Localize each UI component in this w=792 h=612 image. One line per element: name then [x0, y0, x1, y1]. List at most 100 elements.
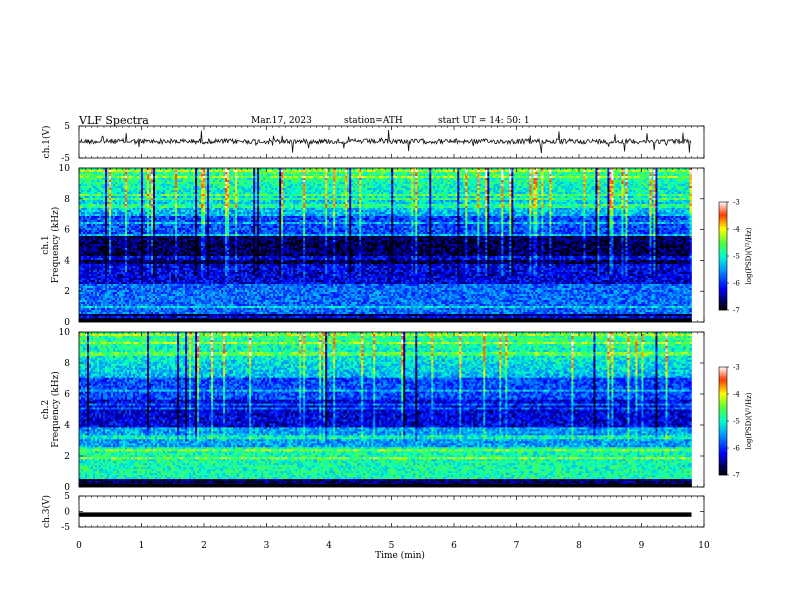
spectrogram-cell	[105, 236, 107, 238]
spectrogram-cell	[107, 196, 109, 198]
spectrogram-cell	[101, 186, 103, 188]
spectrogram-cell	[87, 296, 89, 298]
spectrogram-cell	[109, 172, 111, 174]
spectrogram-cell	[101, 182, 103, 184]
spectrogram-cell	[95, 268, 97, 270]
spectrogram-cell	[89, 188, 91, 190]
spectrogram-cell	[115, 270, 117, 272]
spectrogram-cell	[89, 276, 91, 278]
spectrogram-cell	[119, 198, 121, 200]
spectrogram-cell	[81, 224, 83, 226]
spectrogram-cell	[105, 212, 107, 214]
spectrogram-cell	[99, 212, 101, 214]
spectrogram-cell	[105, 238, 107, 240]
spectrogram-cell	[85, 200, 87, 202]
spectrogram-cell	[113, 172, 115, 174]
spectrogram-cell	[89, 190, 91, 192]
spectrogram-cell	[85, 224, 87, 226]
spectrogram-cell	[117, 298, 119, 300]
spectrogram-cell	[85, 196, 87, 198]
spectrogram-cell	[119, 202, 121, 204]
spectrogram-cell	[87, 176, 89, 178]
spectrogram-cell	[91, 260, 93, 262]
spectrogram-cell	[111, 188, 113, 190]
spectrogram-cell	[119, 206, 121, 208]
y-tick-label: -5	[61, 154, 70, 164]
spectrogram-cell	[111, 236, 113, 238]
spectrogram-cell	[89, 228, 91, 230]
spectrogram-cell	[81, 250, 83, 252]
spectrogram-cell	[115, 316, 117, 318]
spectrogram-cell	[83, 298, 85, 300]
spectrogram-cell	[119, 200, 121, 202]
spectrogram-cell	[103, 212, 105, 214]
spectrogram-cell	[113, 252, 115, 254]
spectrogram-cell	[113, 170, 115, 172]
spectrogram-cell	[91, 250, 93, 252]
spectrogram-cell	[99, 284, 101, 286]
spectrogram-cell	[115, 312, 117, 314]
spectrogram-cell	[115, 246, 117, 248]
spectrogram-cell	[115, 264, 117, 266]
spectrogram-cell	[117, 274, 119, 276]
spectrogram-cell	[81, 178, 83, 180]
spectrogram-cell	[117, 220, 119, 222]
ch1-spectrogram-panel: 0246810ch.1 Frequency (kHz)	[41, 164, 704, 328]
spectrogram-cell	[119, 240, 121, 242]
spectrogram-cell	[91, 204, 93, 206]
spectrogram-cell	[115, 236, 117, 238]
spectrogram-cell	[119, 268, 121, 270]
spectrogram-cell	[81, 240, 83, 242]
spectrogram-cell	[117, 296, 119, 298]
spectrogram-cell	[115, 248, 117, 250]
spectrogram-cell	[93, 234, 95, 236]
spectrogram-cell	[111, 190, 113, 192]
spectrogram-cell	[119, 188, 121, 190]
spectrogram-cell	[95, 298, 97, 300]
spectrogram-cell	[83, 314, 85, 316]
spectrogram-cell	[105, 252, 107, 254]
spectrogram-cell	[89, 274, 91, 276]
spectrogram-cell	[81, 262, 83, 264]
spectrogram-cell	[85, 268, 87, 270]
spectrogram-cell	[85, 218, 87, 220]
spectrogram-cell	[101, 250, 103, 252]
spectrogram-cell	[103, 314, 105, 316]
spectrogram-cell	[89, 246, 91, 248]
spectrogram-cell	[99, 204, 101, 206]
spectrogram-cell	[99, 256, 101, 258]
spectrogram-cell	[119, 294, 121, 296]
spectrogram-cell	[117, 186, 119, 188]
spectrogram-cell	[117, 196, 119, 198]
spectrogram-cell	[85, 302, 87, 304]
spectrogram-cell	[95, 248, 97, 250]
spectrogram-cell	[89, 308, 91, 310]
spectrogram-cell	[107, 238, 109, 240]
spectrogram-cell	[117, 234, 119, 236]
spectrogram-cell	[87, 186, 89, 188]
spectrogram-cell	[89, 312, 91, 314]
spectrogram-cell	[95, 204, 97, 206]
spectrogram-cell	[83, 264, 85, 266]
spectrogram-cell	[91, 170, 93, 172]
spectrogram-cell	[81, 312, 83, 314]
spectrogram-cell	[105, 228, 107, 230]
spectrogram-cell	[83, 188, 85, 190]
spectrogram-cell	[93, 266, 95, 268]
spectrogram-cell	[117, 258, 119, 260]
spectrogram-cell	[107, 250, 109, 252]
spectrogram-cell	[111, 184, 113, 186]
spectrogram-cell	[105, 210, 107, 212]
spectrogram-cell	[101, 254, 103, 256]
spectrogram-cell	[89, 272, 91, 274]
spectrogram-cell	[105, 174, 107, 176]
spectrogram-cell	[119, 228, 121, 230]
spectrogram-cell	[115, 274, 117, 276]
spectrogram-cell	[97, 282, 99, 284]
spectrogram-cell	[103, 286, 105, 288]
spectrogram-cell	[87, 240, 89, 242]
spectrogram-cell	[119, 172, 121, 174]
spectrogram-cell	[93, 294, 95, 296]
spectrogram-cell	[119, 302, 121, 304]
spectrogram-cell	[107, 180, 109, 182]
